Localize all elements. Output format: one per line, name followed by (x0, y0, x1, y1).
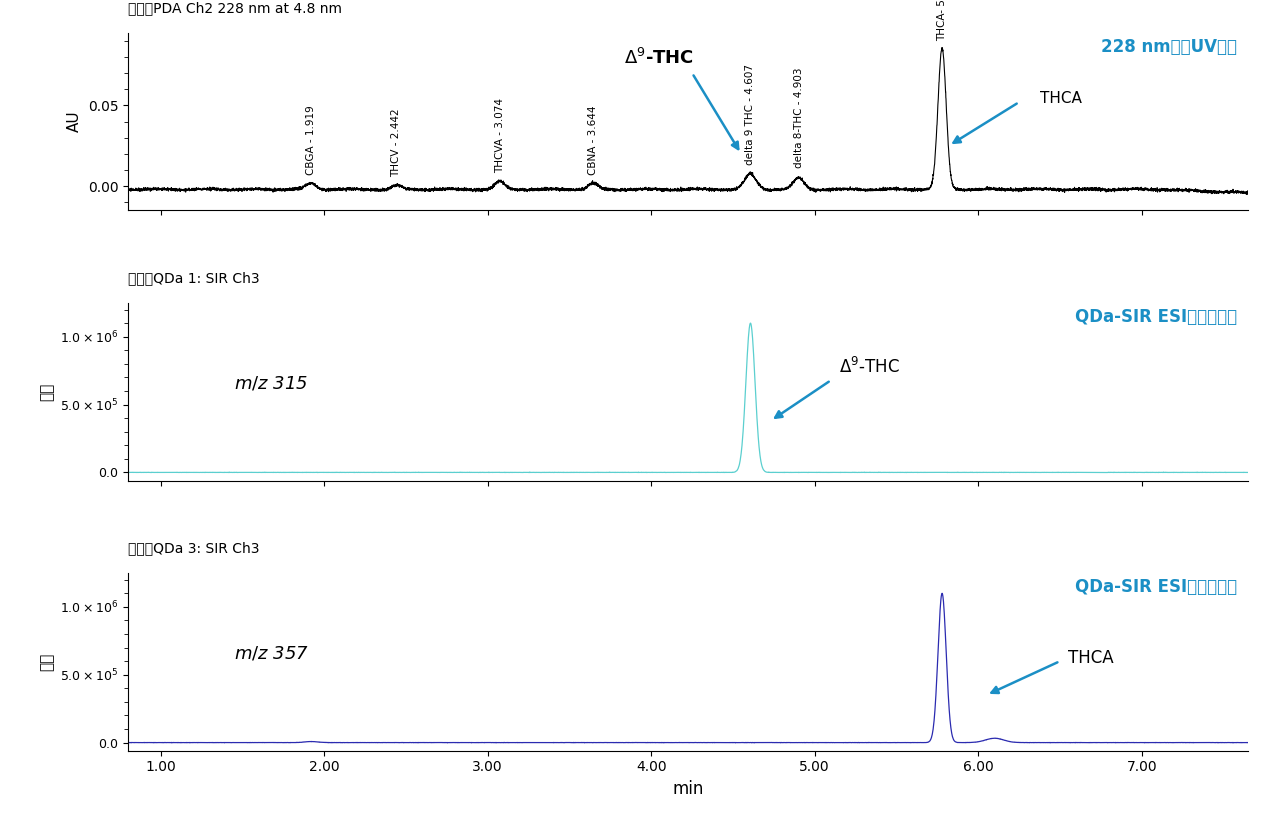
Text: delta 9 THC - 4.607: delta 9 THC - 4.607 (745, 64, 755, 165)
Text: 228 nm下的UV谱图: 228 nm下的UV谱图 (1101, 38, 1236, 56)
Text: $\Delta^9$-THC: $\Delta^9$-THC (840, 357, 900, 378)
Text: QDa-SIR ESI负离子模式: QDa-SIR ESI负离子模式 (1075, 579, 1236, 596)
Text: 通道：PDA Ch2 228 nm at 4.8 nm: 通道：PDA Ch2 228 nm at 4.8 nm (128, 1, 342, 15)
X-axis label: min: min (672, 780, 704, 798)
Text: $m/z$ 357: $m/z$ 357 (234, 645, 310, 663)
Text: THCA: THCA (1068, 650, 1114, 667)
Text: THCA- 5.779: THCA- 5.779 (937, 0, 947, 41)
Text: CBNA - 3.644: CBNA - 3.644 (588, 105, 598, 175)
Text: 通道：QDa 1: SIR Ch3: 通道：QDa 1: SIR Ch3 (128, 271, 260, 285)
Text: $m/z$ 315: $m/z$ 315 (234, 375, 308, 392)
Text: THCVA - 3.074: THCVA - 3.074 (495, 98, 504, 173)
Y-axis label: 强度: 强度 (40, 653, 55, 671)
Text: $\Delta^9$-THC: $\Delta^9$-THC (625, 48, 694, 69)
Text: QDa-SIR ESI正离子模式: QDa-SIR ESI正离子模式 (1075, 308, 1236, 326)
Text: CBGA - 1.919: CBGA - 1.919 (306, 105, 316, 175)
Text: delta 8-THC - 4.903: delta 8-THC - 4.903 (794, 68, 804, 168)
Text: THCV - 2.442: THCV - 2.442 (392, 109, 402, 177)
Text: THCA: THCA (1041, 91, 1082, 106)
Y-axis label: AU: AU (67, 111, 82, 132)
Text: 通道：QDa 3: SIR Ch3: 通道：QDa 3: SIR Ch3 (128, 541, 260, 555)
Y-axis label: 强度: 强度 (40, 383, 55, 401)
